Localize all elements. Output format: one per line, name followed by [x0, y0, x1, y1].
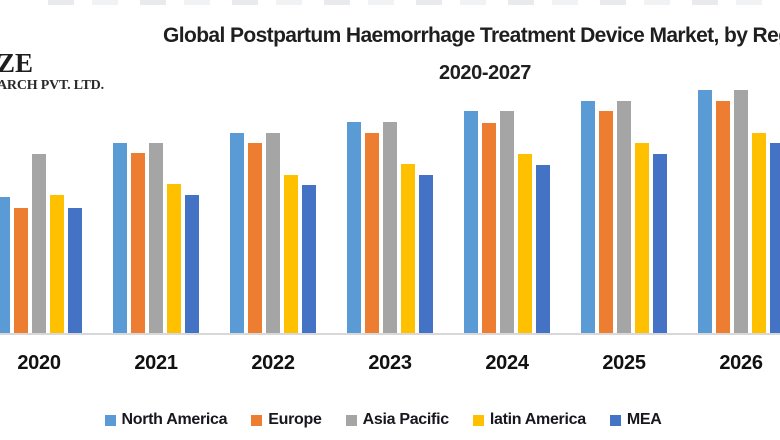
legend-swatch-icon [345, 414, 357, 426]
x-axis-label-2024: 2024 [485, 352, 529, 374]
bar-latin-america-2023 [401, 164, 415, 333]
bar-asia-pacific-2020 [32, 154, 46, 333]
legend-label: Asia Pacific [362, 411, 450, 428]
legend-swatch-icon [251, 414, 263, 426]
x-axis-label-2020: 2020 [17, 352, 61, 374]
legend-item-latin-america: latin America [472, 411, 586, 429]
legend-item-north-america: North America [104, 411, 228, 429]
bar-latin-america-2026 [752, 133, 766, 333]
bar-europe-2024 [482, 123, 496, 333]
legend-label: North America [121, 411, 228, 428]
bar-north-america-2024 [464, 111, 478, 333]
legend-label: latin America [489, 411, 586, 428]
legend-item-mea: MEA [609, 411, 662, 429]
logo: ZE ARCH PVT. LTD. [0, 50, 104, 93]
chart-title-line1: Global Postpartum Haemorrhage Treatment … [163, 24, 780, 47]
logo-subtext-partial: ARCH PVT. LTD. [0, 78, 104, 93]
bar-north-america-2020 [0, 197, 10, 333]
bar-europe-2020 [14, 208, 28, 333]
bar-europe-2025 [599, 111, 613, 333]
x-axis-label-2026: 2026 [719, 352, 763, 374]
bar-asia-pacific-2026 [734, 90, 748, 333]
bar-latin-america-2022 [284, 175, 298, 333]
legend-swatch-icon [104, 414, 116, 426]
legend-label: Europe [268, 411, 322, 428]
bar-north-america-2021 [113, 143, 127, 333]
x-axis-label-2025: 2025 [602, 352, 646, 374]
plot-area: 2020 2021 2022 2023 2024 2025 2026 [0, 90, 780, 374]
x-axis-label-2023: 2023 [368, 352, 412, 374]
bar-mea-2020 [68, 208, 82, 333]
legend-item-europe: Europe [251, 411, 322, 429]
legend-swatch-icon [609, 414, 621, 426]
bar-latin-america-2021 [167, 184, 181, 333]
bar-asia-pacific-2021 [149, 143, 163, 333]
x-axis-label-2021: 2021 [134, 352, 178, 374]
legend-item-asia-pacific: Asia Pacific [345, 411, 450, 429]
crop-artifact-strip [48, 0, 780, 5]
bar-mea-2022 [302, 185, 316, 333]
bar-asia-pacific-2024 [500, 111, 514, 333]
bar-europe-2023 [365, 133, 379, 333]
bar-europe-2021 [131, 153, 145, 333]
bar-europe-2022 [248, 143, 262, 333]
bar-asia-pacific-2023 [383, 122, 397, 333]
legend-swatch-icon [472, 414, 484, 426]
x-axis-line [0, 333, 780, 335]
bar-mea-2023 [419, 175, 433, 333]
bar-mea-2025 [653, 154, 667, 333]
bar-mea-2024 [536, 165, 550, 333]
bar-latin-america-2020 [50, 195, 64, 333]
legend: North America Europe Asia Pacific latin Ame… [0, 411, 780, 429]
bar-asia-pacific-2025 [617, 101, 631, 333]
bar-europe-2026 [716, 101, 730, 333]
logo-text-partial: ZE [0, 48, 34, 78]
bar-mea-2021 [185, 195, 199, 333]
legend-label: MEA [626, 411, 662, 428]
bar-asia-pacific-2022 [266, 133, 280, 333]
x-axis-label-2022: 2022 [251, 352, 295, 374]
bar-north-america-2023 [347, 122, 361, 333]
bar-mea-2026 [770, 143, 780, 333]
bar-north-america-2022 [230, 133, 244, 333]
chart-title-line2: 2020-2027 [438, 62, 532, 84]
bar-north-america-2026 [698, 90, 712, 333]
bar-latin-america-2025 [635, 143, 649, 333]
bar-latin-america-2024 [518, 154, 532, 333]
bar-north-america-2025 [581, 101, 595, 333]
